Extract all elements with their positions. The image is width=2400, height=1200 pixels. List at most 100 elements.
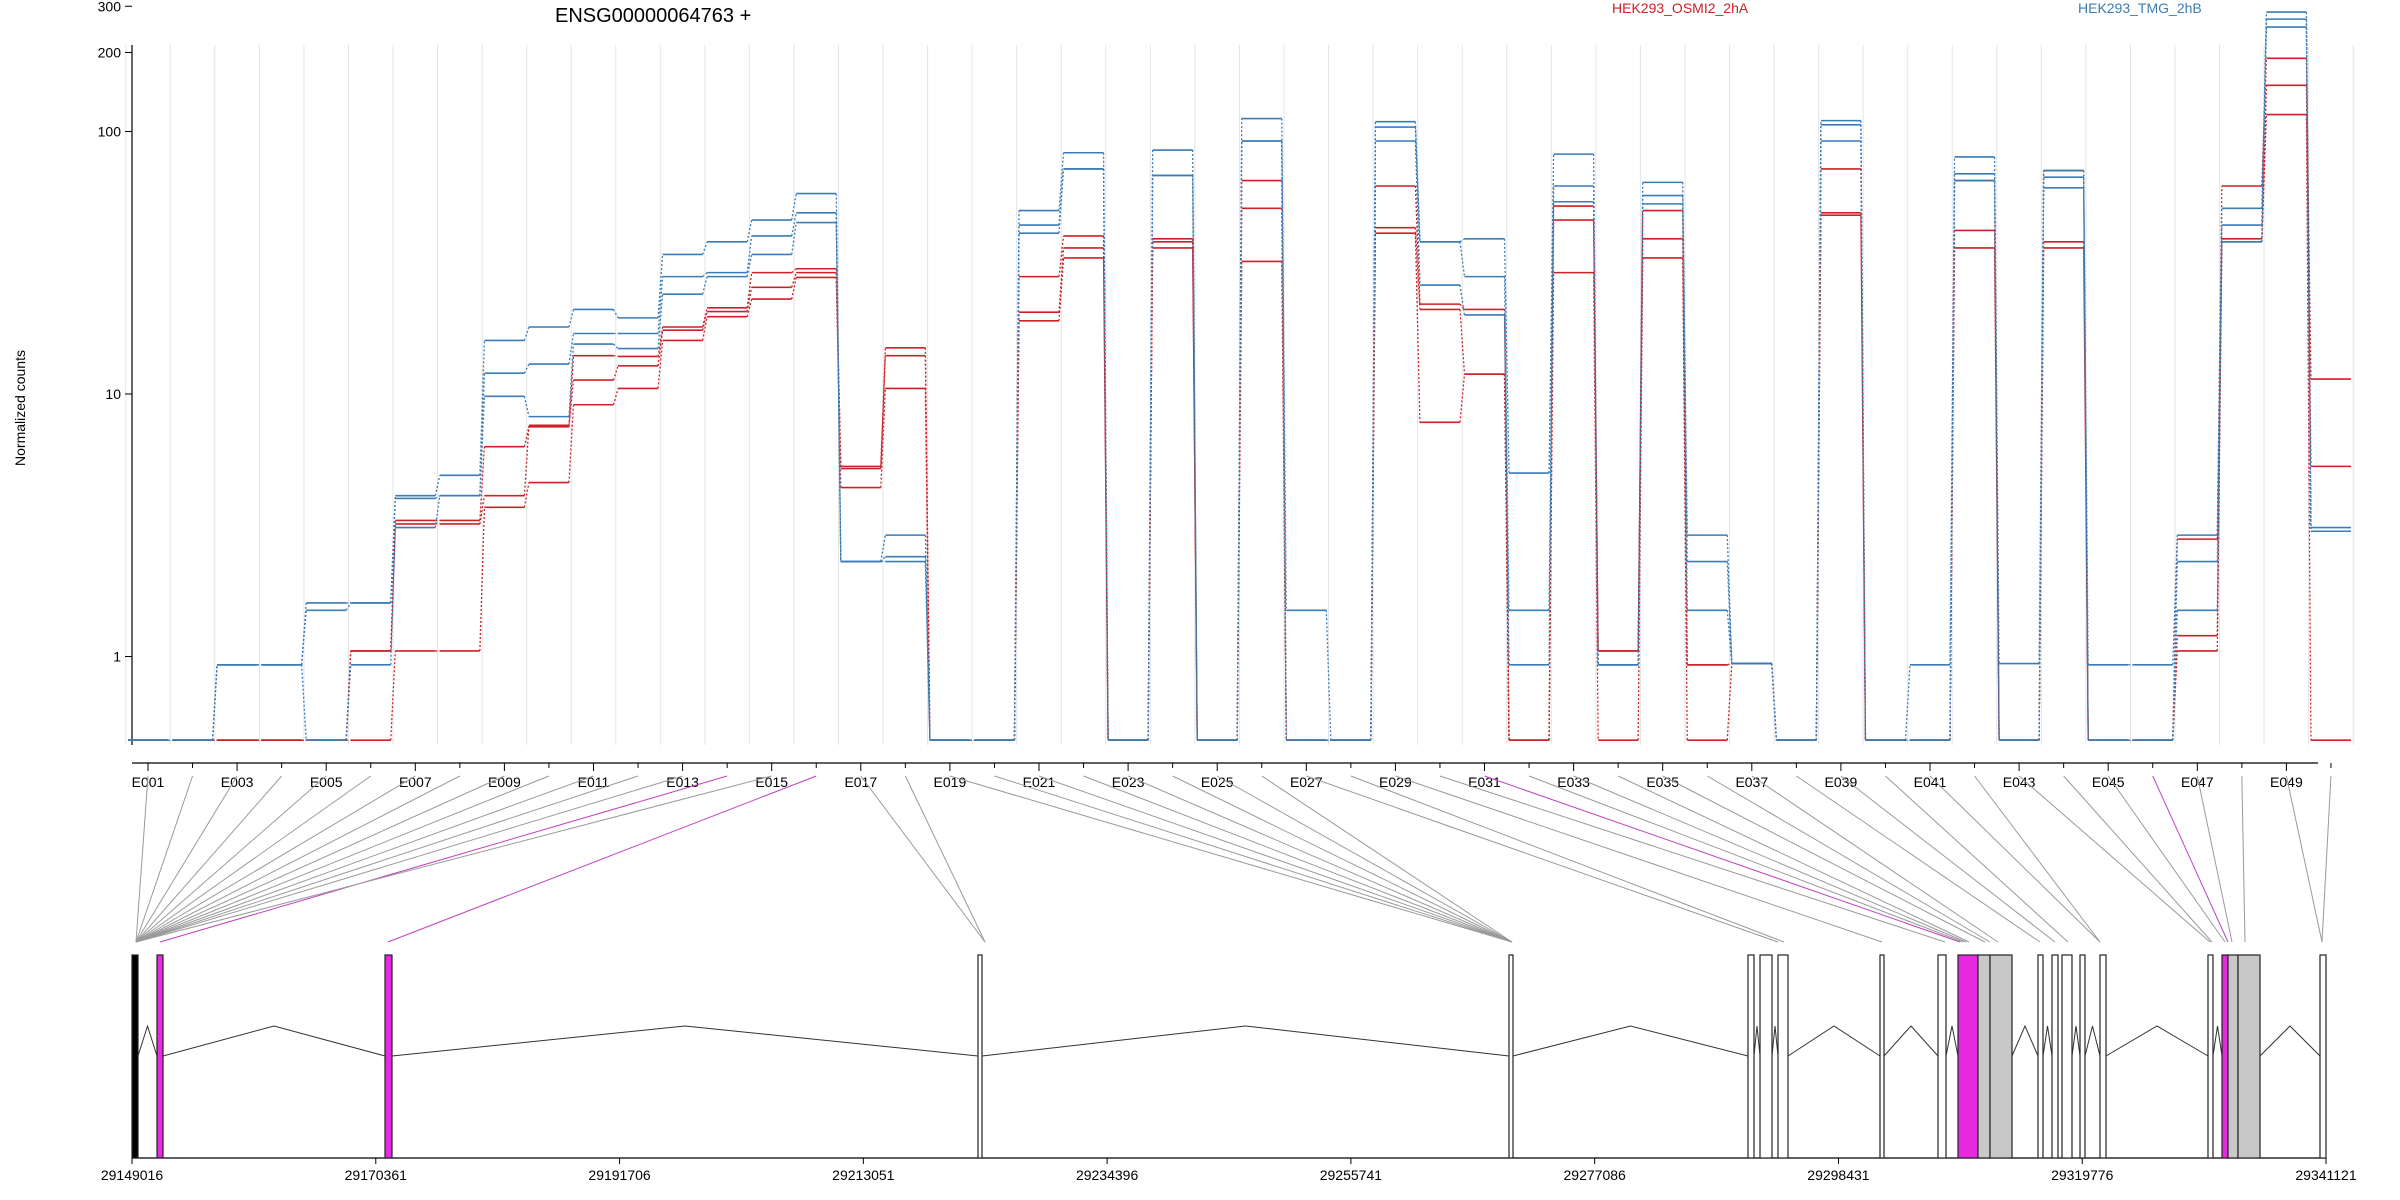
series-connector [434,475,441,496]
series-connector [1592,154,1599,665]
series-connector [1058,247,1065,313]
intron-line [1945,1025,1959,1057]
exon-connector-line [1439,775,1946,943]
series-connector [701,307,708,328]
exon-connector-line [135,775,149,943]
exon-connector-line [2321,775,2332,943]
exon-connector-line [1573,775,1967,943]
exon-block [131,954,139,1159]
series-connector [479,446,486,521]
series-connector [2172,561,2178,741]
exon-axis-ticks: E001 E003 E005 E007 E009 E011 E013 E015 E017 E019… [132,763,2332,790]
series-connector [523,426,530,447]
exon-connector-line [1172,775,1513,943]
exon-connector-line [1662,775,1986,943]
series-connector [791,222,797,255]
series-connector [1459,284,1466,316]
series-connector [1771,663,1777,741]
series-connector [1058,235,1065,277]
series-connector [1726,535,1733,664]
exon-label: E023 [1112,774,1145,790]
exon-block [1937,954,1947,1159]
exon-connector-line [135,775,505,943]
series-connector [345,664,352,741]
exon-connector-line [1528,775,1964,943]
exon-connector-line [2107,775,2226,943]
exon-connector-line [1350,775,1785,943]
genomic-tick-label: 29298431 [1807,1167,1870,1183]
series-connector [1993,156,2000,664]
y-tick-label: 200 [98,44,122,60]
series-connector [1058,168,1065,226]
series-connector [657,276,664,334]
series-connector [701,316,708,341]
intron-line [1771,1025,1779,1057]
y-tick-label: 300 [98,0,122,14]
gene-model-track [131,954,2327,1159]
series-connector [657,326,664,357]
exon-block [1777,954,1789,1159]
series-connector [701,276,708,295]
series-connector [746,272,753,308]
exon-connector-line [1706,775,1991,943]
chart-title: ENSG00000064763 + [555,5,751,27]
series-connector [568,333,575,365]
intron-line [2212,1025,2223,1057]
exon-connector-line [135,775,283,943]
genomic-tick-label: 29213051 [832,1167,895,1183]
plot-axes: 1 10 100 200 300 [98,0,2318,764]
exon-connector-line [1751,775,1999,943]
y-tick-label: 100 [98,124,122,140]
series-connector [301,664,307,741]
y-axis-label: Normalized counts [12,350,28,466]
exon-connector-line [135,775,550,943]
exon-label: E021 [1023,774,1056,790]
series-connector [880,388,886,488]
series-connector [1682,182,1688,536]
exon-block [977,954,983,1159]
series-connector [880,535,886,562]
genomic-tick-label: 29170361 [345,1167,408,1183]
exon-label: E049 [2270,774,2303,790]
exon-connector-line [904,775,986,943]
series-connector [702,272,708,278]
exon-connector-line [1038,775,1513,943]
intron-line [162,1025,386,1057]
series-connector [345,602,352,611]
genomic-tick-label: 29191706 [588,1167,651,1183]
series-connector [1637,210,1644,651]
exon-connector-line [1306,775,1779,943]
genomic-tick-label: 29341121 [2295,1167,2356,1183]
series-connector [2261,12,2268,209]
series-connector [1459,238,1465,243]
exon-connector-line [135,775,461,943]
series-connector [612,309,619,319]
exon-connector-line [994,775,1513,943]
exon-block [1508,954,1514,1159]
series-connector [1548,185,1555,611]
series-connector [1370,121,1377,741]
intron-line [2071,1025,2081,1057]
exon-block [2237,954,2261,1159]
exon-block [2099,954,2107,1159]
exon-block [1977,954,1991,1159]
intron-line [2042,1025,2053,1057]
exon-connector-line [1261,775,1513,943]
exon-label: E047 [2181,774,2214,790]
exon-label: E009 [488,774,521,790]
genomic-axis-ticks: 29149016 29170361 29191706 29213051 29234396… [101,1158,2357,1183]
series-connector [568,343,575,417]
series-connector [924,347,931,741]
exon-block [384,954,393,1159]
series-connector [1459,241,1466,277]
series-connector [657,294,664,349]
series-connector [1281,118,1287,611]
series-connector [1503,238,1510,474]
exon-block [1989,954,2013,1159]
intron-line [2011,1024,2039,1057]
series-connector [1414,121,1421,242]
series-connector [1414,140,1421,286]
series-connector [2172,535,2178,665]
exon-connector-line [2241,775,2246,943]
series-connector [1459,374,1466,423]
